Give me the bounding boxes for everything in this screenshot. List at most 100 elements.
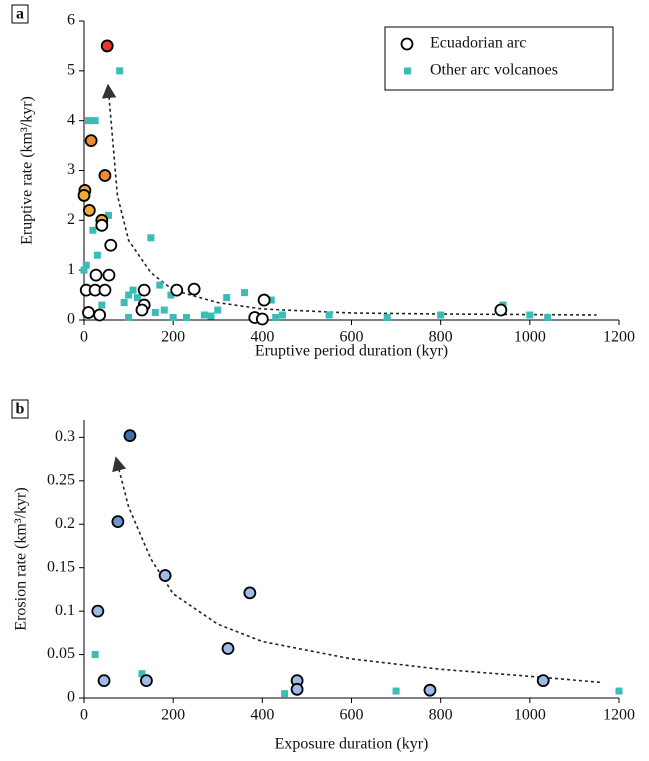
point: [183, 314, 191, 322]
point: [129, 286, 137, 294]
point: [160, 306, 168, 314]
point: [272, 314, 280, 322]
point: [214, 306, 222, 314]
point: [290, 682, 304, 696]
y-axis-title: Eruptive rate (km³/kyr): [19, 96, 36, 245]
point: [116, 67, 124, 75]
point: [383, 314, 391, 322]
point: [392, 687, 400, 695]
point: [243, 586, 257, 600]
point: [89, 226, 97, 234]
point: [120, 299, 128, 307]
point: [82, 306, 95, 319]
point: [255, 312, 269, 326]
point: [137, 283, 151, 297]
y-axis-title: Erosion rate (km³/kyr): [13, 487, 30, 630]
x-tick-label: 600: [340, 707, 364, 724]
legend-label: Other arc volcanoes: [430, 62, 558, 79]
point: [84, 134, 98, 148]
panel-label: a: [16, 6, 24, 23]
point: [98, 283, 112, 297]
y-tick-label: 3: [67, 161, 75, 178]
point: [77, 189, 91, 202]
y-tick-label: 0.2: [55, 515, 75, 532]
legend-label: Ecuadorian arc: [430, 35, 526, 52]
point: [437, 311, 445, 319]
point: [91, 604, 105, 618]
fit-curve: [112, 456, 602, 684]
point: [156, 281, 164, 289]
x-tick-label: 200: [161, 707, 185, 724]
point: [526, 311, 534, 319]
point: [82, 203, 96, 217]
point: [100, 39, 114, 53]
point: [91, 117, 99, 125]
x-tick-label: 1000: [514, 707, 546, 724]
point: [267, 296, 275, 304]
point: [423, 683, 437, 697]
point: [257, 293, 271, 307]
point: [102, 268, 116, 282]
point: [80, 266, 88, 274]
x-tick-label: 0: [80, 707, 88, 724]
point: [140, 674, 153, 688]
point: [200, 311, 208, 319]
point: [207, 312, 215, 320]
point: [93, 251, 101, 259]
point: [615, 687, 623, 695]
point: [151, 309, 159, 317]
x-tick-label: 600: [340, 329, 364, 346]
point: [98, 301, 106, 309]
point: [125, 291, 133, 299]
panel-label: b: [16, 401, 25, 418]
panel-label-box: [11, 4, 29, 24]
point: [138, 670, 146, 678]
point: [97, 674, 111, 688]
point: [147, 234, 155, 242]
point: [544, 314, 552, 322]
point: [105, 211, 113, 219]
point: [187, 282, 201, 296]
y-tick-label: 0.05: [47, 645, 75, 662]
x-tick-label: 800: [429, 707, 453, 724]
point: [494, 303, 508, 317]
y-tick-label: 0: [67, 311, 75, 328]
y-tick-label: 0.25: [47, 471, 75, 488]
point: [158, 569, 172, 582]
point: [223, 294, 231, 302]
point: [170, 283, 184, 297]
point: [221, 642, 235, 655]
point: [125, 314, 133, 322]
y-tick-label: 0.15: [47, 558, 75, 575]
point: [123, 429, 137, 443]
point: [93, 308, 107, 322]
legend-marker: [400, 37, 414, 51]
y-tick-label: 1: [67, 261, 75, 278]
legend-box: [384, 26, 614, 91]
point: [82, 261, 90, 269]
x-tick-label: 400: [250, 329, 274, 346]
point: [278, 311, 286, 319]
point: [135, 303, 149, 317]
point: [98, 169, 112, 182]
y-tick-label: 0.1: [55, 602, 75, 619]
point: [241, 289, 248, 297]
y-tick-label: 0: [67, 689, 75, 706]
panel-label-box: [11, 399, 29, 419]
x-tick-label: 200: [161, 329, 185, 346]
x-tick-label: 1200: [603, 329, 635, 346]
point: [325, 311, 333, 319]
y-tick-label: 4: [67, 111, 75, 128]
x-axis-title: Exposure duration (kyr): [275, 736, 429, 753]
y-tick-label: 0.3: [55, 428, 75, 445]
x-axis-title: Eruptive period duration (kyr): [255, 343, 448, 360]
legend-marker: [404, 67, 411, 75]
x-tick-label: 1200: [603, 707, 635, 724]
y-tick-label: 6: [67, 12, 75, 29]
point: [111, 515, 125, 529]
y-tick-label: 2: [67, 211, 75, 228]
point: [169, 314, 177, 322]
x-tick-label: 800: [429, 329, 453, 346]
point: [167, 291, 175, 299]
